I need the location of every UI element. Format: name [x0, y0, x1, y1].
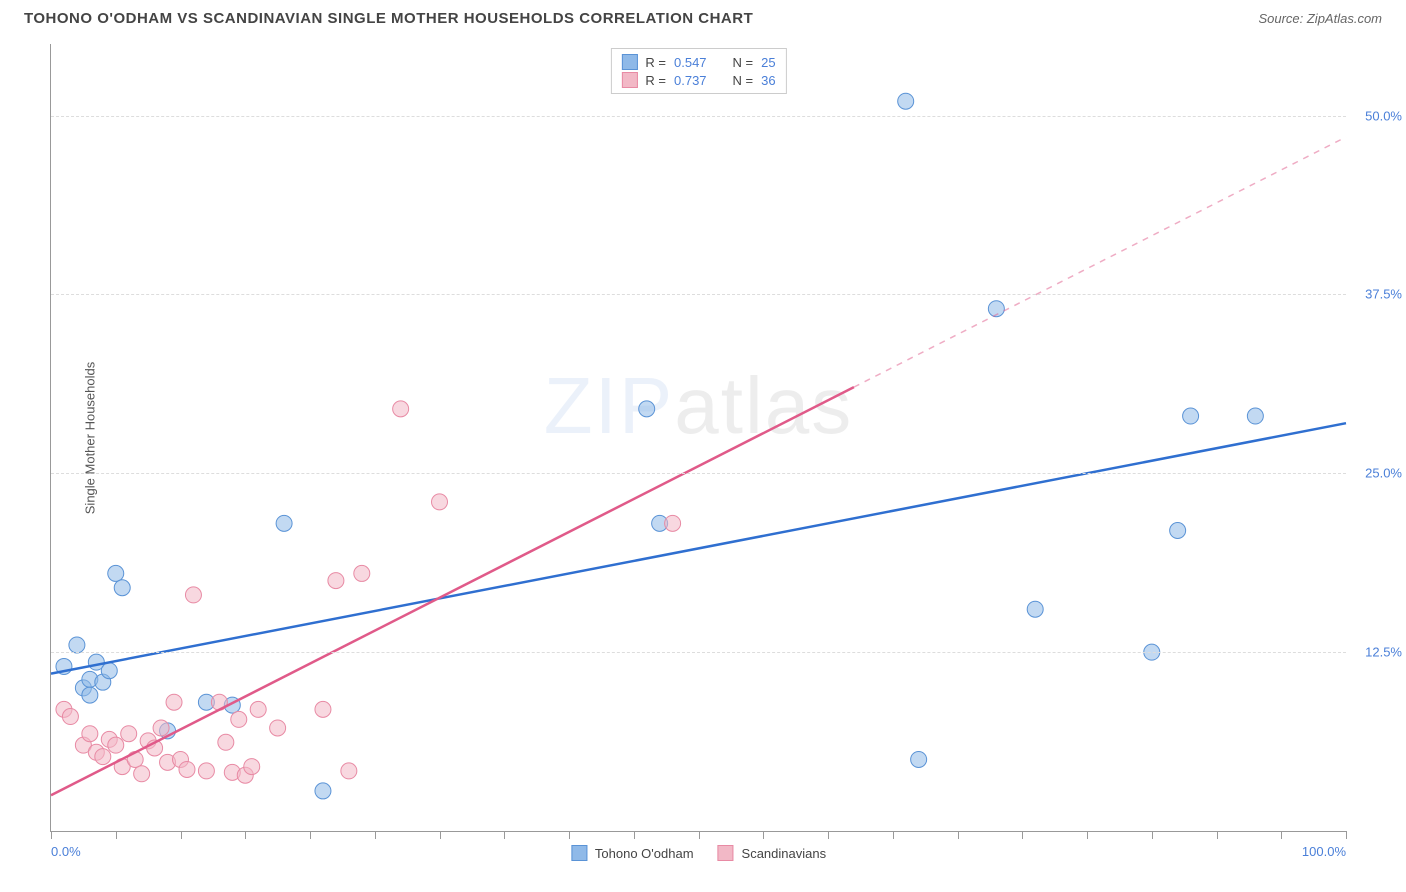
legend-n-value: 25: [761, 55, 775, 70]
x-tick: [828, 831, 829, 839]
x-tick: [116, 831, 117, 839]
data-point-tohono: [101, 663, 117, 679]
data-point-scand: [127, 751, 143, 767]
trend-line-tohono: [51, 423, 1346, 673]
x-tick: [1022, 831, 1023, 839]
legend-series-label: Scandinavians: [742, 846, 827, 861]
chart-area: ZIPatlas R = 0.547 N = 25 R = 0.737 N = …: [50, 44, 1346, 832]
legend-n-value: 36: [761, 73, 775, 88]
data-point-tohono: [1183, 408, 1199, 424]
legend-series-item: Tohono O'odham: [571, 845, 694, 861]
x-tick: [958, 831, 959, 839]
data-point-scand: [218, 734, 234, 750]
data-point-tohono: [276, 515, 292, 531]
x-tick: [440, 831, 441, 839]
grid-line: [51, 116, 1346, 117]
data-point-tohono: [639, 401, 655, 417]
scatter-svg: [51, 44, 1346, 831]
x-tick: [245, 831, 246, 839]
chart-title: TOHONO O'ODHAM VS SCANDINAVIAN SINGLE MO…: [24, 10, 753, 27]
data-point-scand: [134, 766, 150, 782]
legend-r-value: 0.737: [674, 73, 707, 88]
legend-series: Tohono O'odham Scandinavians: [571, 845, 826, 861]
data-point-scand: [166, 694, 182, 710]
trend-line-scand: [51, 387, 854, 795]
legend-r-label: R =: [645, 55, 666, 70]
data-point-scand: [270, 720, 286, 736]
x-tick: [763, 831, 764, 839]
data-point-scand: [62, 709, 78, 725]
y-tick-label: 37.5%: [1365, 287, 1402, 302]
data-point-scand: [198, 763, 214, 779]
data-point-scand: [231, 711, 247, 727]
legend-n-label: N =: [733, 55, 754, 70]
x-tick: [51, 831, 52, 839]
data-point-tohono: [911, 751, 927, 767]
legend-series-item: Scandinavians: [718, 845, 827, 861]
data-point-tohono: [82, 687, 98, 703]
data-point-scand: [328, 573, 344, 589]
legend-swatch: [621, 72, 637, 88]
grid-line: [51, 652, 1346, 653]
legend-swatch: [571, 845, 587, 861]
data-point-scand: [244, 759, 260, 775]
data-point-tohono: [1247, 408, 1263, 424]
grid-line: [51, 473, 1346, 474]
data-point-scand: [153, 720, 169, 736]
legend-series-label: Tohono O'odham: [595, 846, 694, 861]
x-tick: [310, 831, 311, 839]
legend-r-label: R =: [645, 73, 666, 88]
x-tick: [634, 831, 635, 839]
data-point-scand: [354, 565, 370, 581]
legend-correlation-row: R = 0.737 N = 36: [621, 71, 775, 89]
x-tick: [569, 831, 570, 839]
data-point-scand: [315, 701, 331, 717]
data-point-tohono: [315, 783, 331, 799]
data-point-tohono: [114, 580, 130, 596]
x-tick: [375, 831, 376, 839]
y-axis-title: Single Mother Households: [83, 362, 98, 514]
legend-correlation: R = 0.547 N = 25 R = 0.737 N = 36: [610, 48, 786, 94]
data-point-tohono: [1170, 523, 1186, 539]
data-point-tohono: [69, 637, 85, 653]
data-point-tohono: [108, 565, 124, 581]
data-point-scand: [95, 749, 111, 765]
legend-swatch: [718, 845, 734, 861]
x-tick: [1281, 831, 1282, 839]
data-point-scand: [185, 587, 201, 603]
data-point-scand: [665, 515, 681, 531]
data-point-scand: [108, 737, 124, 753]
y-tick-label: 25.0%: [1365, 466, 1402, 481]
data-point-scand: [341, 763, 357, 779]
legend-correlation-row: R = 0.547 N = 25: [621, 53, 775, 71]
data-point-scand: [432, 494, 448, 510]
legend-n-label: N =: [733, 73, 754, 88]
x-tick-label: 0.0%: [51, 844, 81, 859]
data-point-scand: [121, 726, 137, 742]
y-tick-label: 50.0%: [1365, 108, 1402, 123]
data-point-scand: [393, 401, 409, 417]
data-point-scand: [179, 761, 195, 777]
x-tick: [893, 831, 894, 839]
x-tick: [699, 831, 700, 839]
data-point-scand: [82, 726, 98, 742]
x-tick: [181, 831, 182, 839]
legend-swatch: [621, 54, 637, 70]
x-tick: [504, 831, 505, 839]
x-tick: [1346, 831, 1347, 839]
data-point-tohono: [898, 93, 914, 109]
grid-line: [51, 294, 1346, 295]
plot-area: ZIPatlas R = 0.547 N = 25 R = 0.737 N = …: [50, 44, 1346, 832]
trend-line-scand-dashed: [854, 137, 1346, 387]
source-label: Source: ZipAtlas.com: [1258, 11, 1382, 26]
legend-r-value: 0.547: [674, 55, 707, 70]
y-tick-label: 12.5%: [1365, 645, 1402, 660]
x-tick-label: 100.0%: [1302, 844, 1346, 859]
x-tick: [1152, 831, 1153, 839]
x-tick: [1087, 831, 1088, 839]
data-point-tohono: [1027, 601, 1043, 617]
data-point-scand: [250, 701, 266, 717]
x-tick: [1217, 831, 1218, 839]
